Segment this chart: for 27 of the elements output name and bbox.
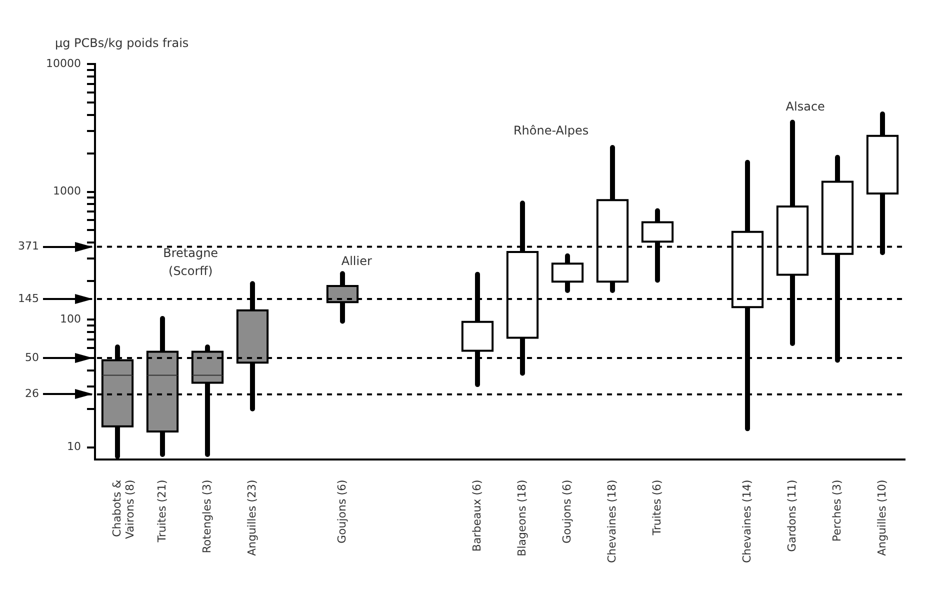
annotation: Bretagne (Scorff) [163, 246, 218, 278]
y-tick-label: 10000 [46, 56, 81, 70]
ref-line-label: 26 [24, 387, 39, 400]
y-tick-label: 100 [60, 312, 81, 326]
x-tick-label: Truites (21) [155, 480, 168, 544]
x-tick-label: Barbeaux (6) [470, 480, 484, 552]
x-tick-label: Rotengles (3) [200, 480, 214, 554]
x-tick-label: Goujons (6) [335, 480, 348, 544]
y-tick-label: 10 [66, 440, 81, 454]
ref-line-label: 50 [24, 350, 39, 364]
ref-line-label: 145 [18, 292, 39, 305]
y-axis-title: µg PCBs/kg poids frais [54, 36, 189, 50]
x-tick-label: Chevaines (14) [740, 480, 754, 564]
annotation: Alsace [786, 100, 825, 114]
annotation: Rhône-Alpes [513, 123, 589, 138]
x-tick-label: Truites (6) [650, 480, 664, 536]
x-tick-label: Goujons (6) [560, 480, 574, 544]
x-tick-label: Blageons (18) [515, 480, 528, 556]
y-tick-label: 1000 [52, 184, 81, 198]
annotation: Allier [341, 254, 372, 268]
x-tick-label: Perches (3) [830, 480, 844, 542]
x-tick-label: Chevaines (18) [605, 480, 618, 564]
x-tick-label: Gardons (11) [785, 480, 798, 552]
ref-line-label: 371 [18, 240, 39, 253]
x-tick-label: Anguilles (23) [245, 480, 258, 556]
x-tick-label: Anguilles (10) [875, 480, 888, 556]
x-tick-label: Chabots & Vairons (8) [110, 479, 137, 539]
